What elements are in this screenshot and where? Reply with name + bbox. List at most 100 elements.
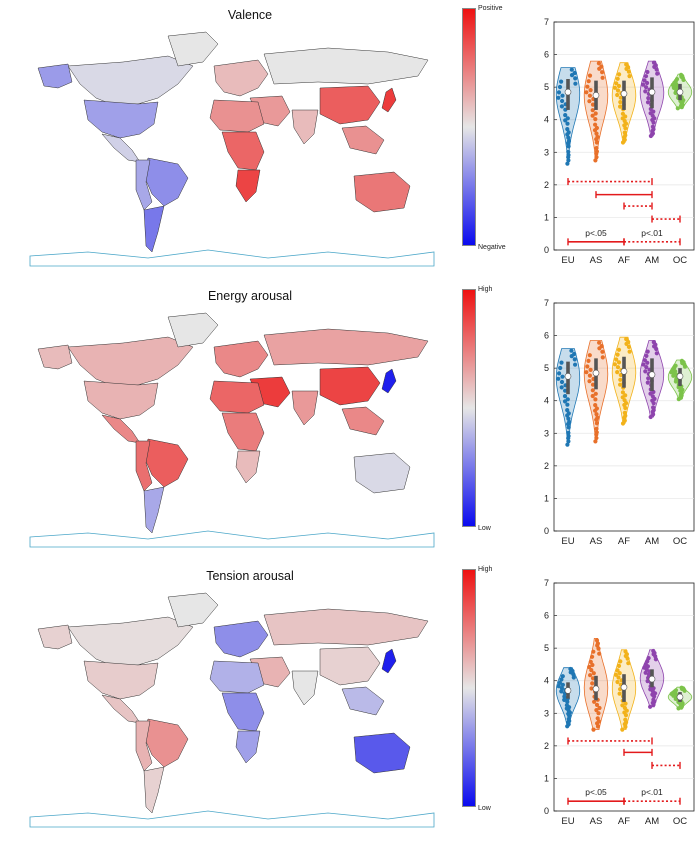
- data-point: [566, 430, 571, 435]
- data-point: [566, 436, 571, 441]
- region-central-africa: [221, 692, 265, 732]
- violin-body: [583, 340, 609, 442]
- significance-bar: [567, 737, 653, 745]
- data-point: [651, 405, 656, 410]
- data-point: [559, 379, 565, 385]
- data-point: [565, 132, 570, 137]
- data-point: [564, 703, 569, 708]
- data-point: [558, 365, 563, 371]
- y-tick-label: 2: [544, 180, 549, 190]
- data-point: [651, 697, 656, 702]
- y-tick-label: 0: [544, 245, 549, 255]
- data-point: [588, 673, 593, 678]
- data-point: [645, 679, 650, 684]
- data-point: [592, 699, 597, 704]
- colorbar-high-label: High: [478, 566, 493, 573]
- data-point: [622, 722, 627, 727]
- data-point: [645, 69, 650, 75]
- data-point: [559, 79, 564, 84]
- region-greenland: [167, 592, 219, 628]
- data-point: [626, 344, 631, 349]
- region-india: [291, 109, 319, 145]
- region-southern-africa: [235, 450, 261, 484]
- valence-violin-chart: 0 1 2 3 4 5 6 7 EU AS AF AM OC p<.05 p<.01: [544, 17, 695, 266]
- region-india: [291, 670, 319, 706]
- data-point: [563, 118, 568, 123]
- data-point: [641, 82, 646, 87]
- y-tick-label: 5: [544, 82, 549, 92]
- data-point: [566, 155, 571, 160]
- significance-bar: p<.01: [623, 787, 681, 805]
- violin-OC: [667, 72, 693, 111]
- y-tick-label: 7: [544, 298, 549, 308]
- data-point: [593, 111, 598, 116]
- data-point: [615, 76, 620, 81]
- region-southern-africa: [235, 169, 261, 203]
- data-point: [565, 408, 570, 413]
- data-point: [565, 442, 570, 447]
- data-point: [645, 349, 650, 354]
- region-china: [319, 646, 381, 686]
- data-point: [562, 694, 567, 699]
- data-point: [589, 668, 594, 673]
- significance-label: p<.01: [641, 787, 663, 797]
- data-point: [626, 661, 631, 666]
- data-point: [622, 402, 627, 408]
- data-point: [600, 355, 605, 360]
- region-mexico: [101, 694, 141, 724]
- data-point: [678, 704, 683, 710]
- data-point: [594, 432, 599, 437]
- significance-label: p<.05: [585, 228, 607, 238]
- data-point: [587, 664, 592, 670]
- x-tick-label: AM: [645, 536, 659, 547]
- data-point: [678, 394, 683, 399]
- x-tick-label: AS: [590, 816, 603, 827]
- data-point: [566, 141, 571, 146]
- significance-bar: [623, 202, 653, 210]
- antarctica-outline: [29, 249, 435, 267]
- data-point: [586, 358, 591, 363]
- data-point: [643, 89, 648, 94]
- data-point: [648, 111, 653, 116]
- data-point: [566, 158, 571, 163]
- region-china: [319, 366, 381, 406]
- data-point: [646, 672, 651, 677]
- data-point: [626, 69, 631, 74]
- data-point: [622, 710, 627, 715]
- y-tick-label: 2: [544, 461, 549, 471]
- y-tick-label: 7: [544, 17, 549, 27]
- data-point: [594, 638, 600, 643]
- data-point: [597, 705, 602, 711]
- data-point: [566, 425, 571, 430]
- data-point: [644, 365, 649, 370]
- data-point: [616, 675, 621, 680]
- data-point: [560, 374, 565, 379]
- data-point: [642, 358, 647, 363]
- data-point: [573, 76, 578, 81]
- region-argentina: [143, 205, 165, 253]
- region-argentina: [143, 486, 165, 534]
- antarctica-outline: [29, 810, 435, 828]
- violin-EU: [555, 666, 581, 729]
- data-point: [654, 351, 659, 356]
- data-point: [585, 84, 590, 89]
- data-point: [595, 716, 600, 721]
- data-point: [563, 113, 568, 118]
- data-point: [565, 127, 570, 132]
- y-tick-label: 5: [544, 363, 549, 373]
- median-marker: [564, 687, 572, 694]
- x-tick-label: AF: [618, 816, 630, 827]
- data-point: [595, 643, 600, 648]
- data-point: [593, 391, 598, 396]
- data-point: [620, 390, 625, 395]
- region-australia: [353, 452, 411, 494]
- region-north-america: [67, 336, 194, 388]
- y-tick-label: 4: [544, 115, 549, 125]
- median-marker: [648, 88, 656, 96]
- region-russia: [263, 608, 429, 646]
- data-point: [650, 692, 655, 697]
- region-japan: [381, 87, 397, 113]
- data-point: [623, 653, 628, 659]
- violin-EU: [555, 348, 581, 447]
- region-north-africa: [209, 99, 265, 133]
